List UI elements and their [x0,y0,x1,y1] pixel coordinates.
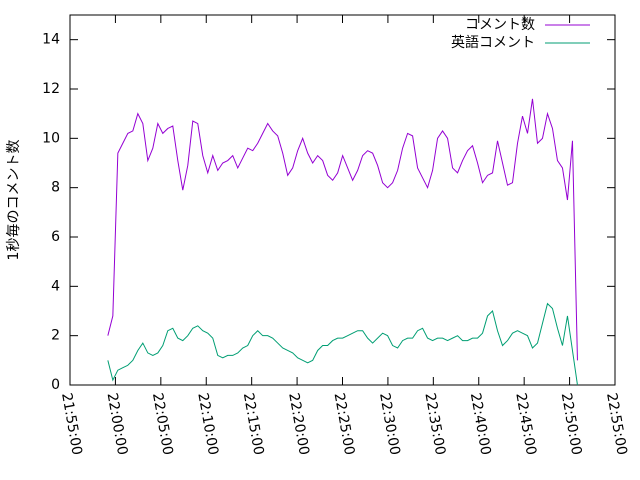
y-tick-label: 6 [51,229,60,245]
y-tick-label: 14 [42,32,60,48]
y-tick-label: 2 [51,328,60,344]
x-tick-label: 21:55:00 [58,392,85,457]
x-tick-label: 22:10:00 [194,392,221,457]
x-tick-label: 22:00:00 [104,392,131,457]
legend-label: コメント数 [465,17,535,33]
y-tick-label: 12 [42,81,60,97]
x-tick-label: 22:30:00 [376,392,403,457]
y-tick-label: 0 [51,377,60,393]
plot-border [69,14,616,386]
x-tick-label: 22:55:00 [603,392,630,457]
x-tick-label: 22:05:00 [149,392,176,457]
y-tick-label: 4 [51,278,60,294]
legend-label: 英語コメント [451,34,535,51]
y-tick-label: 10 [42,130,60,146]
x-tick-label: 22:50:00 [558,392,585,457]
y-axis-label: 1秒毎のコメント数 [6,140,22,261]
series-line [107,98,578,361]
x-tick-label: 22:35:00 [421,392,448,457]
x-tick-label: 22:40:00 [467,392,494,457]
series-line [107,302,578,386]
x-tick-label: 22:45:00 [512,392,539,457]
x-tick-label: 22:15:00 [240,392,267,457]
x-tick-label: 22:20:00 [285,392,312,457]
x-tick-label: 22:25:00 [331,392,358,457]
y-tick-label: 8 [51,180,60,196]
